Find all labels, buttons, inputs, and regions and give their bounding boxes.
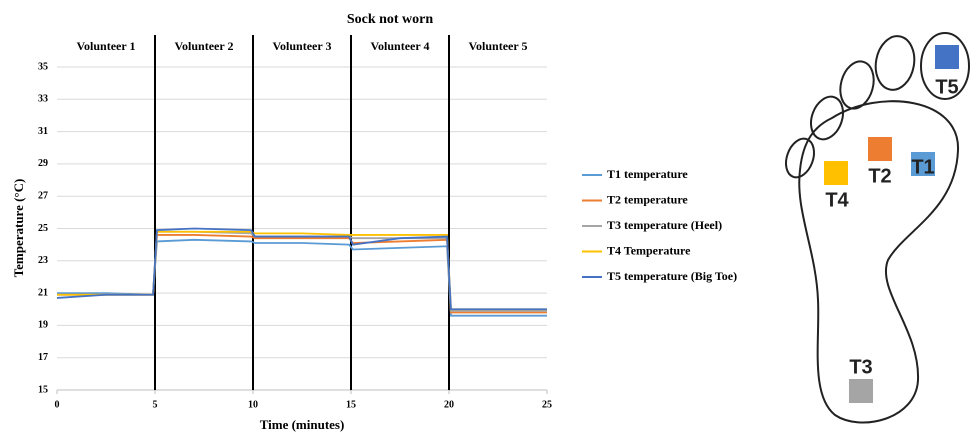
legend-label: T4 Temperature <box>607 243 691 257</box>
y-tick-label: 21 <box>38 287 48 298</box>
panel-label: Volunteer 1 <box>76 39 135 53</box>
y-tick-label: 31 <box>38 126 48 137</box>
y-tick-label: 35 <box>38 61 48 72</box>
chart-title: Sock not worn <box>347 12 434 27</box>
y-tick-label: 15 <box>38 384 48 395</box>
series-line <box>57 234 547 314</box>
y-tick-label: 29 <box>38 158 48 169</box>
x-tick-label: 10 <box>248 399 258 410</box>
x-tick-label: 0 <box>55 399 60 410</box>
sensor <box>935 45 959 69</box>
x-tick-label: 25 <box>542 399 552 410</box>
y-tick-label: 25 <box>38 223 48 234</box>
sensor <box>868 137 892 161</box>
toe <box>784 137 816 179</box>
y-axis-label: Temperature (°C) <box>11 179 26 278</box>
series-line <box>57 238 547 317</box>
toe <box>874 35 916 91</box>
sensor <box>911 152 935 176</box>
sensor-label: T1 <box>911 156 934 178</box>
series-line <box>56 227 547 311</box>
panel-label: Volunteer 5 <box>468 39 527 53</box>
x-tick-label: 15 <box>346 399 356 410</box>
panel-label: Volunteer 2 <box>174 39 233 53</box>
toe <box>839 60 875 110</box>
legend-label: T1 temperature <box>607 167 688 181</box>
panel-label: Volunteer 4 <box>370 39 429 53</box>
x-axis-label: Time (minutes) <box>260 417 345 432</box>
panel-label: Volunteer 3 <box>272 39 331 53</box>
x-tick-label: 5 <box>153 399 158 410</box>
sensor-label: T5 <box>935 76 958 98</box>
y-tick-label: 27 <box>38 190 48 201</box>
legend-label: T5 temperature (Big Toe) <box>607 269 737 283</box>
y-tick-label: 19 <box>38 320 48 331</box>
big-toe <box>920 32 970 100</box>
sensor-label: T2 <box>868 165 891 187</box>
y-tick-label: 33 <box>38 94 48 105</box>
y-tick-label: 23 <box>38 255 48 266</box>
sensor-label: T4 <box>825 189 849 211</box>
y-tick-label: 17 <box>38 352 48 363</box>
x-tick-label: 20 <box>444 399 454 410</box>
toe <box>810 95 844 141</box>
legend-label: T2 temperature <box>607 192 688 206</box>
legend-label: T3 temperature (Heel) <box>607 218 722 232</box>
sensor <box>849 379 873 403</box>
sensor-label: T3 <box>849 356 872 378</box>
foot-diagram: T1 T2 T3 T4 T5 <box>784 32 970 424</box>
foot-outline <box>798 100 960 424</box>
sensor <box>824 161 848 185</box>
